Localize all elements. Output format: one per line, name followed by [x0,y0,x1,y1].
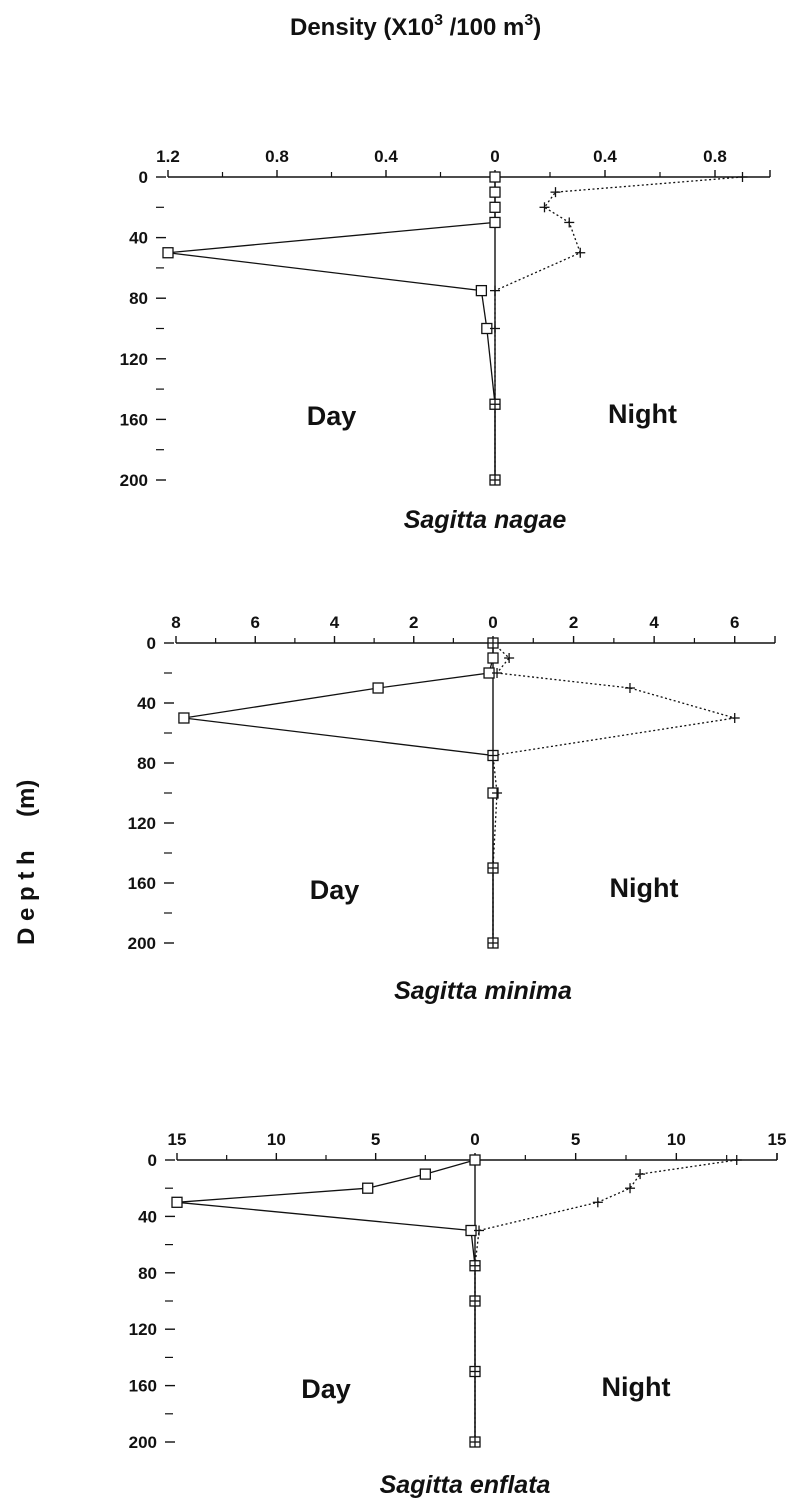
species-label: Sagitta minima [394,977,572,1005]
figure-title-unit: /100 m [443,14,524,41]
y-tick-label: 200 [128,934,156,953]
panel-sagitta-enflata: 15 10 5 0 5 10 15 0 40 80 120 160 200 Day Night Sagitta… [129,1130,787,1499]
night-label: Night [610,873,679,903]
x-tick-label-night: 10 [667,1130,686,1149]
x-tick-label-night: 15 [768,1130,787,1149]
y-tick-label: 160 [129,1377,157,1396]
y-tick-label: 0 [148,1151,157,1170]
y-tick-label: 40 [138,1207,157,1226]
y-axis-label: D e p t h (m) [13,780,40,945]
figure-title-exponent-2: 3 [524,12,533,29]
data-point-day [469,1154,481,1166]
data-point-day [487,652,499,664]
x-tick-label-day: 1.2 [156,147,180,166]
x-tick-label-night: 4 [649,613,659,632]
x-tick-label-night: 6 [730,613,739,632]
data-point-day [171,1196,183,1208]
series-line-night [494,176,743,480]
y-tick-label: 40 [137,694,156,713]
x-tick-label-day: 10 [267,1130,286,1149]
y-tick-label: 80 [137,754,156,773]
data-point-day [489,216,501,229]
panel-sagitta-nagae: 1.2 0.8 0.4 0 0.4 0.8 0 40 80 120 160 200 Day Night Sa… [120,147,771,534]
data-point-day [489,201,501,213]
data-point-day [162,247,174,259]
x-tick-label-day: 8 [171,613,180,632]
x-tick-label-night: 0.8 [703,147,727,166]
figure-title-exponent: 3 [434,12,443,29]
y-tick-label: 0 [147,634,156,653]
x-tick-label-day: 0.4 [374,147,398,166]
data-point-day [178,712,190,724]
x-tick-label-day: 0 [470,1130,479,1149]
x-tick-label-night: 0.4 [593,147,617,166]
night-label: Night [602,1372,671,1402]
x-tick-label-day: 5 [371,1130,380,1149]
y-tick-label: 200 [120,471,148,490]
x-tick-label-night: 5 [571,1130,580,1149]
data-point-day [419,1168,431,1180]
x-tick-label-day: 0.8 [265,147,289,166]
y-tick-label: 160 [120,410,148,429]
figure-title: Density (X103 /100 m3) [290,12,541,41]
series-line-day [167,177,496,480]
x-tick-label-day: 2 [409,613,418,632]
data-point-day [489,186,501,198]
y-tick-label: 0 [139,168,148,187]
y-tick-label: 120 [129,1320,157,1339]
data-point-day [475,284,488,297]
data-point-day [362,1182,374,1194]
species-label: Sagitta enflata [380,1471,551,1499]
y-tick-label: 160 [128,874,156,893]
x-tick-label-day: 0 [490,147,499,166]
data-point-day [489,171,501,183]
figure-title-end: ) [533,14,541,41]
night-label: Night [608,399,677,429]
data-point-day [372,682,384,694]
day-label: Day [301,1374,351,1404]
x-tick-label-day: 6 [251,613,260,632]
y-tick-label: 40 [129,229,148,248]
x-tick-label-night: 2 [569,613,578,632]
panel-sagitta-minima: 8 6 4 2 0 2 4 6 0 40 80 120 160 200 Day Night Sagitta mi… [128,613,776,1005]
y-tick-label: 120 [128,814,156,833]
y-tick-label: 80 [129,289,148,308]
x-tick-label-day: 4 [330,613,340,632]
y-tick-label: 200 [129,1433,157,1452]
figure-title-main: Density (X10 [290,14,434,41]
x-tick-label-day: 15 [168,1130,187,1149]
day-label: Day [310,875,360,905]
x-tick-label-day: 0 [488,613,497,632]
y-tick-label: 120 [120,350,148,369]
y-tick-label: 80 [138,1264,157,1283]
day-label: Day [307,401,357,431]
species-label: Sagitta nagae [404,506,567,534]
